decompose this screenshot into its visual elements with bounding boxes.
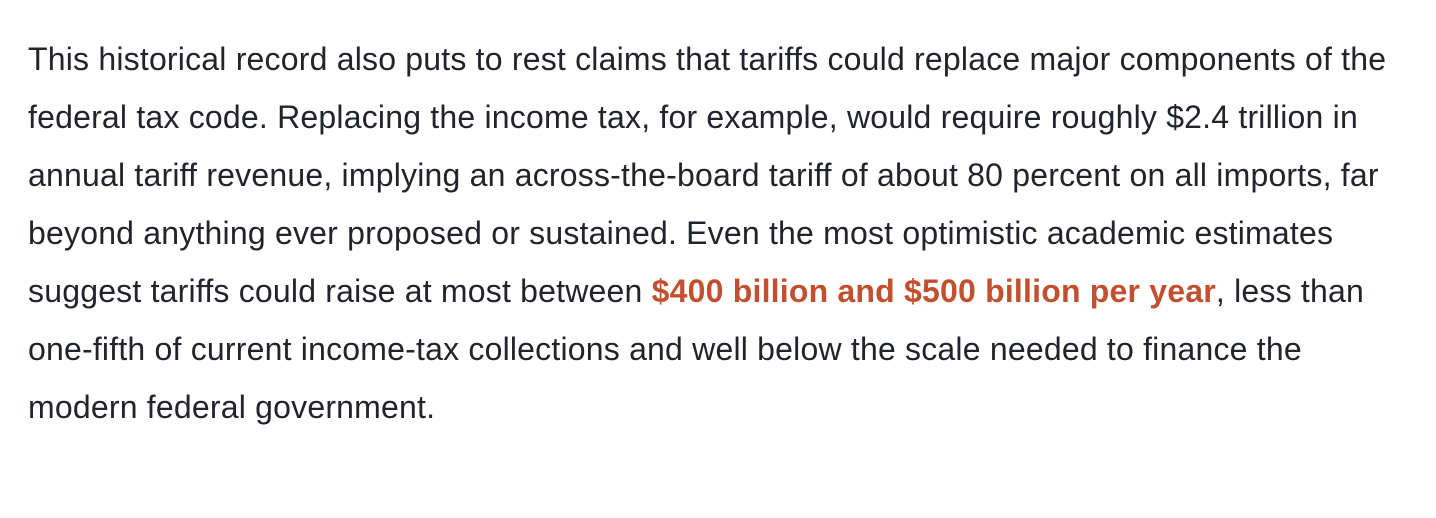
paragraph: This historical record also puts to rest… [28,30,1408,436]
paragraph-text-after: , less than one-fifth of current income-… [28,273,1364,425]
revenue-estimate-link[interactable]: $400 billion and $500 billion per year [651,273,1216,309]
paragraph-text-before: This historical record also puts to rest… [28,41,1387,309]
